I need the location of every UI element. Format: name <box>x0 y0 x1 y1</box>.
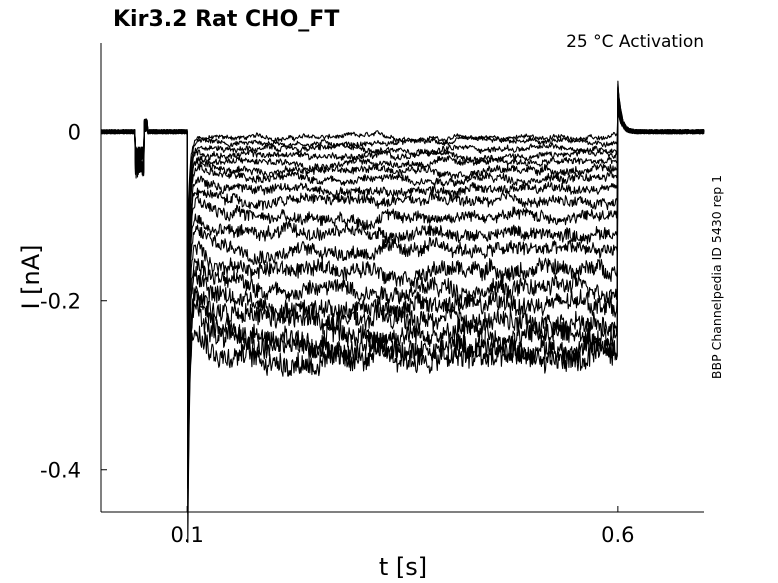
series-line <box>100 80 705 543</box>
series-line <box>100 98 705 312</box>
plot-area: 0 -0.2 -0.4 0.1 0.6 <box>40 43 705 547</box>
series-line <box>100 94 705 398</box>
y-tick-label: -0.2 <box>40 290 81 314</box>
x-axis-label: t [s] <box>379 553 427 581</box>
series-line <box>100 108 705 247</box>
y-axis-label: I [nA] <box>17 244 45 309</box>
y-ticks: 0 -0.2 -0.4 <box>40 121 107 483</box>
series-line <box>100 86 705 489</box>
series-line <box>100 87 705 434</box>
chart-title: Kir3.2 Rat CHO_FT <box>113 7 339 32</box>
series-line <box>100 99 705 328</box>
y-tick-label: -0.4 <box>40 459 81 483</box>
x-tick-label: 0.6 <box>601 523 634 547</box>
series-line <box>100 93 705 422</box>
series-line <box>100 94 704 365</box>
x-tick-label: 0.1 <box>170 523 203 547</box>
condition-label: 25 °C Activation <box>566 32 704 52</box>
series-line <box>100 105 705 269</box>
series-line <box>100 96 705 382</box>
series-line <box>100 102 705 282</box>
side-label: BBP Channelpedia ID 5430 rep 1 <box>709 175 724 379</box>
y-tick-label: 0 <box>68 121 81 145</box>
series-line <box>100 104 705 296</box>
series-line <box>100 108 705 258</box>
x-ticks: 0.1 0.6 <box>170 506 635 547</box>
series-line <box>100 85 705 489</box>
series-traces <box>100 80 705 543</box>
series-line <box>100 98 705 346</box>
